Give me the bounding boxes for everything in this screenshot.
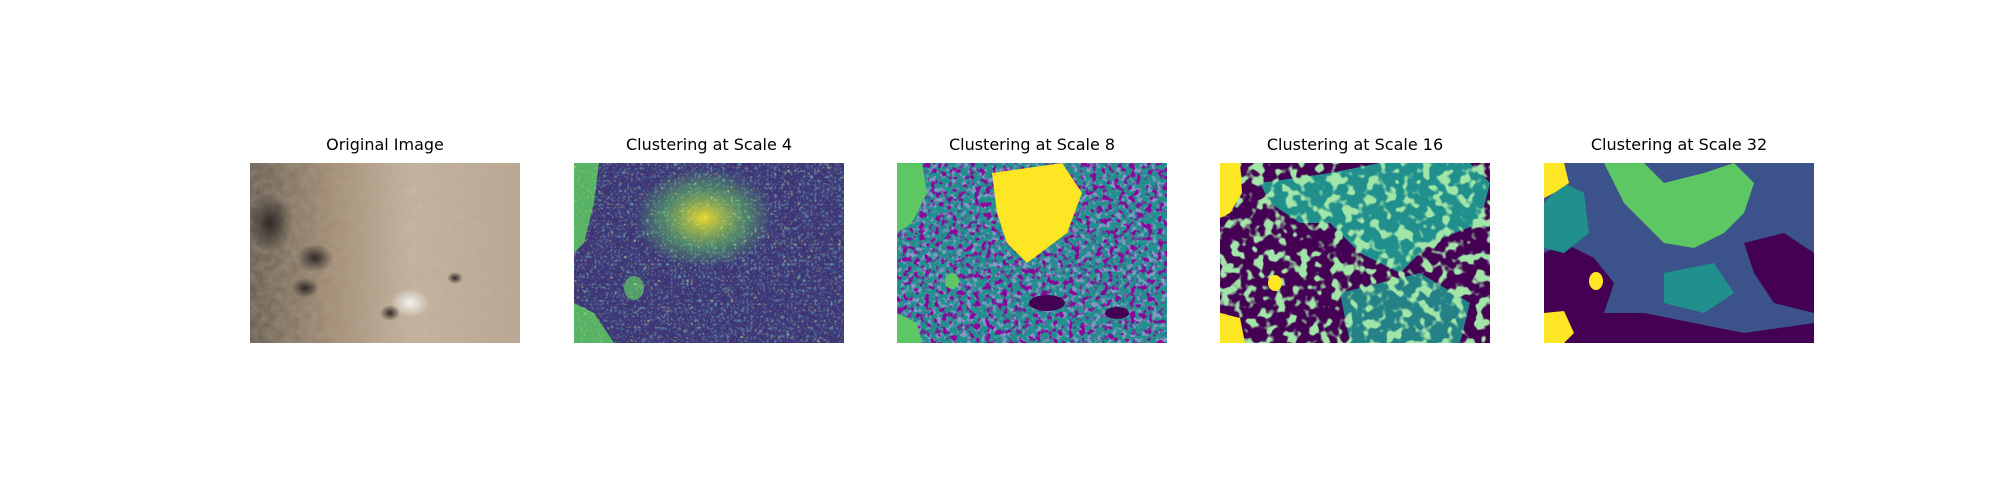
scale-4-panel: Clustering at Scale 4 bbox=[574, 135, 844, 343]
scale-32-title: Clustering at Scale 32 bbox=[1590, 135, 1768, 154]
scale-8-title: Clustering at Scale 8 bbox=[948, 135, 1116, 154]
scale-4-cluster-map bbox=[574, 163, 844, 343]
scale-16-cluster-map bbox=[1220, 163, 1490, 343]
scale-8-panel: Clustering at Scale 8 bbox=[897, 135, 1167, 343]
scale-16-title: Clustering at Scale 16 bbox=[1266, 135, 1444, 154]
scale-32-panel: Clustering at Scale 32 bbox=[1544, 135, 1814, 343]
original-image-title: Original Image bbox=[326, 135, 444, 154]
original-image bbox=[250, 163, 520, 343]
scale-4-title: Clustering at Scale 4 bbox=[625, 135, 793, 154]
scale-8-cluster-map bbox=[897, 163, 1167, 343]
scale-16-panel: Clustering at Scale 16 bbox=[1220, 135, 1490, 343]
original-image-panel: Original Image bbox=[250, 135, 520, 343]
scale-32-cluster-map bbox=[1544, 163, 1814, 343]
